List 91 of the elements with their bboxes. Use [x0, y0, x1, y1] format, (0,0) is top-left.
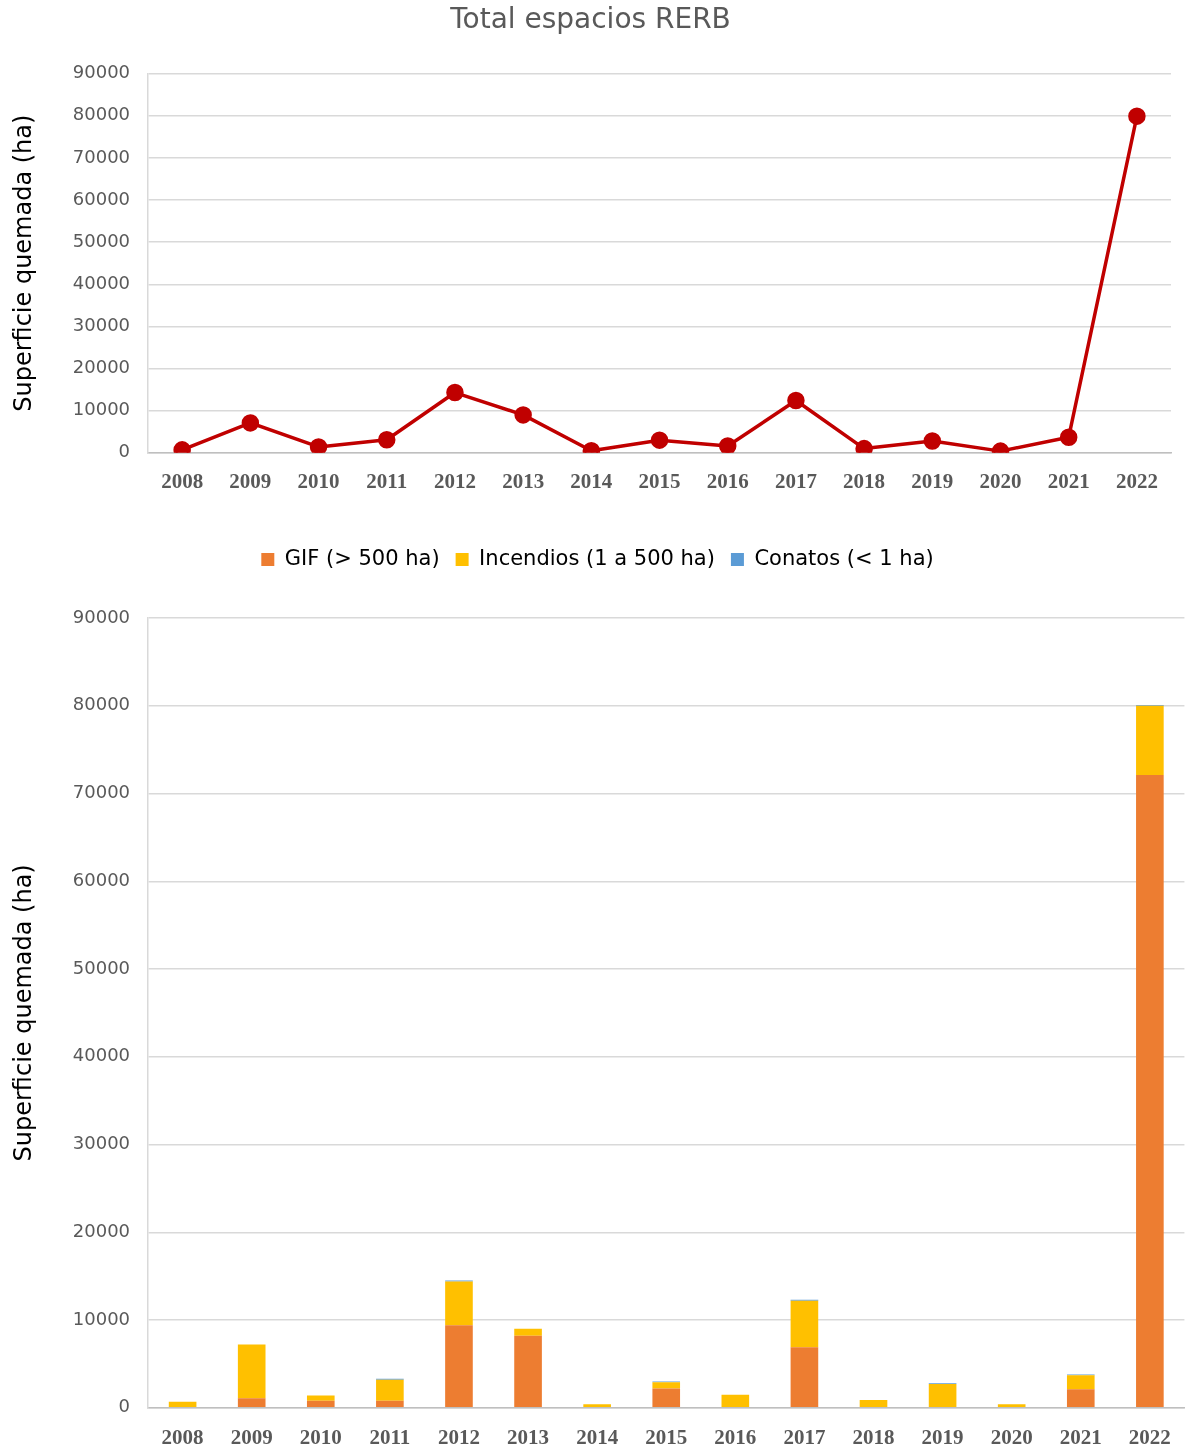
- bar: [652, 1382, 681, 1389]
- x-tick-label: 2016: [706, 468, 749, 493]
- y-tick-label: 90000: [72, 61, 131, 83]
- x-tick-label: 2009: [229, 468, 272, 493]
- bar: [859, 1399, 888, 1408]
- x-tick-label: 2008: [161, 1424, 204, 1449]
- bar: [1066, 1375, 1095, 1390]
- point: [241, 414, 260, 432]
- x-tick-label: 2014: [570, 468, 613, 493]
- bar: [376, 1400, 404, 1408]
- x-tick-label: 2011: [366, 468, 408, 493]
- y-tick-label: 30000: [72, 314, 131, 336]
- x-tick-label: 2018: [852, 1424, 895, 1449]
- y-tick-label: 40000: [72, 1044, 131, 1066]
- x-tick-label: 2018: [843, 468, 886, 493]
- y-tick-label: 0: [118, 440, 131, 462]
- x-tick-label: 2008: [161, 468, 204, 493]
- x-tick-label: 2014: [576, 1424, 619, 1449]
- legend-label: GIF (> 500 ha): [284, 545, 440, 570]
- y-tick-label: 60000: [72, 868, 131, 890]
- y-tick-label: 70000: [72, 145, 131, 167]
- legend-label: Incendios (1 a 500 ha): [479, 545, 715, 570]
- y-tick-label: 70000: [72, 781, 131, 803]
- x-tick-label: 2020: [990, 1424, 1033, 1449]
- x-tick-label: 2010: [299, 1424, 342, 1449]
- point: [1059, 428, 1078, 446]
- bar: [514, 1335, 542, 1408]
- bar: [997, 1404, 1026, 1408]
- bar: [306, 1400, 335, 1408]
- bar: [790, 1300, 819, 1348]
- x-tick-label: 2012: [433, 468, 476, 493]
- y-tick-label: 20000: [72, 1219, 131, 1241]
- x-tick-label: 2016: [714, 1424, 757, 1449]
- x-tick-label: 2013: [507, 1424, 550, 1449]
- x-tick-label: 2022: [1128, 1424, 1171, 1449]
- point: [309, 438, 328, 453]
- bar: [652, 1388, 681, 1408]
- x-tick-label: 2011: [369, 1424, 411, 1449]
- point: [514, 406, 532, 424]
- x-tick-label: 2021: [1059, 1424, 1102, 1449]
- x-tick-label: 2015: [638, 468, 681, 493]
- point: [650, 431, 669, 449]
- x-tick-label: 2019: [921, 1424, 964, 1449]
- y-tick-label: 40000: [72, 271, 131, 293]
- y-tick-label: 80000: [72, 693, 131, 715]
- y-tick-label: 0: [118, 1395, 131, 1417]
- y-tick-label: 90000: [72, 605, 131, 627]
- bar: [376, 1379, 404, 1401]
- x-tick-label: 2010: [297, 468, 340, 493]
- x-tick-label: 2020: [979, 468, 1022, 493]
- y-tick-label: 10000: [72, 398, 131, 420]
- bar: [237, 1398, 266, 1408]
- y-axis-title: Superficie quemada (ha): [8, 864, 37, 1162]
- bar: [1066, 1389, 1095, 1408]
- x-tick-label: 2022: [1115, 468, 1158, 493]
- y-tick-label: 60000: [72, 187, 131, 209]
- y-axis-title: Superficie quemada (ha): [8, 114, 37, 412]
- legend-label: Conatos (< 1 ha): [754, 545, 934, 570]
- bar: [168, 1401, 197, 1408]
- point: [446, 383, 464, 402]
- x-tick-label: 2009: [230, 1424, 273, 1449]
- bar: [583, 1404, 611, 1408]
- x-tick-label: 2012: [437, 1424, 480, 1449]
- bar: [928, 1384, 957, 1408]
- y-tick-label: 80000: [72, 103, 131, 125]
- point: [378, 430, 396, 449]
- bar: [514, 1328, 542, 1336]
- bar: [721, 1394, 750, 1408]
- bar: [790, 1347, 819, 1408]
- point: [787, 391, 805, 410]
- y-tick-label: 20000: [72, 356, 131, 378]
- chart-title: Total espacios RERB: [449, 2, 731, 36]
- x-tick-label: 2015: [645, 1424, 688, 1449]
- bar: [445, 1325, 473, 1408]
- bar: [237, 1344, 266, 1399]
- y-tick-label: 50000: [72, 956, 131, 978]
- x-tick-label: 2017: [783, 1424, 826, 1449]
- x-tick-label: 2019: [911, 468, 954, 493]
- x-tick-label: 2021: [1047, 468, 1090, 493]
- y-tick-label: 10000: [72, 1307, 131, 1329]
- point: [923, 432, 942, 450]
- point: [718, 437, 737, 453]
- bar: [1136, 705, 1164, 776]
- x-tick-label: 2017: [774, 468, 817, 493]
- bar: [306, 1395, 335, 1401]
- y-tick-label: 30000: [72, 1132, 131, 1154]
- bar: [1136, 775, 1164, 1408]
- x-tick-label: 2013: [502, 468, 545, 493]
- point: [1128, 107, 1146, 125]
- bar: [445, 1281, 473, 1326]
- y-tick-label: 50000: [72, 229, 131, 251]
